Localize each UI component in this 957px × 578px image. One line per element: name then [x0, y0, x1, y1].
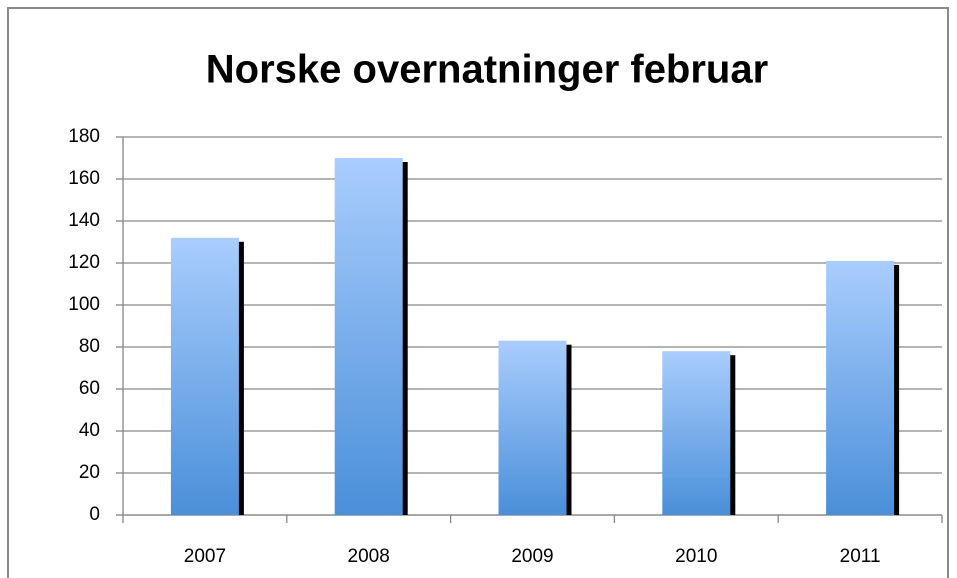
x-tick-label: 2011 — [840, 546, 881, 567]
bar — [498, 340, 567, 515]
bar — [662, 351, 731, 515]
y-tick-label: 100 — [68, 294, 100, 315]
y-tick-label: 60 — [79, 378, 100, 399]
x-tick-label: 2010 — [675, 546, 717, 567]
y-tick-label: 80 — [79, 336, 100, 357]
bar — [826, 260, 895, 515]
bar — [170, 237, 239, 516]
y-tick-label: 0 — [89, 504, 100, 525]
x-tick-label: 2008 — [348, 546, 390, 567]
y-tick-label: 180 — [68, 126, 100, 147]
chart-title: Norske overnatninger februar — [206, 48, 768, 92]
y-tick-label: 140 — [68, 210, 100, 231]
y-tick-label: 40 — [79, 420, 100, 441]
x-tick-label: 2007 — [184, 546, 226, 567]
y-tick-label: 160 — [68, 168, 100, 189]
y-tick-label: 120 — [68, 252, 100, 273]
y-tick-label: 20 — [79, 462, 100, 483]
bar — [334, 158, 403, 515]
chart-border — [7, 7, 949, 578]
x-tick-label: 2009 — [511, 546, 553, 567]
